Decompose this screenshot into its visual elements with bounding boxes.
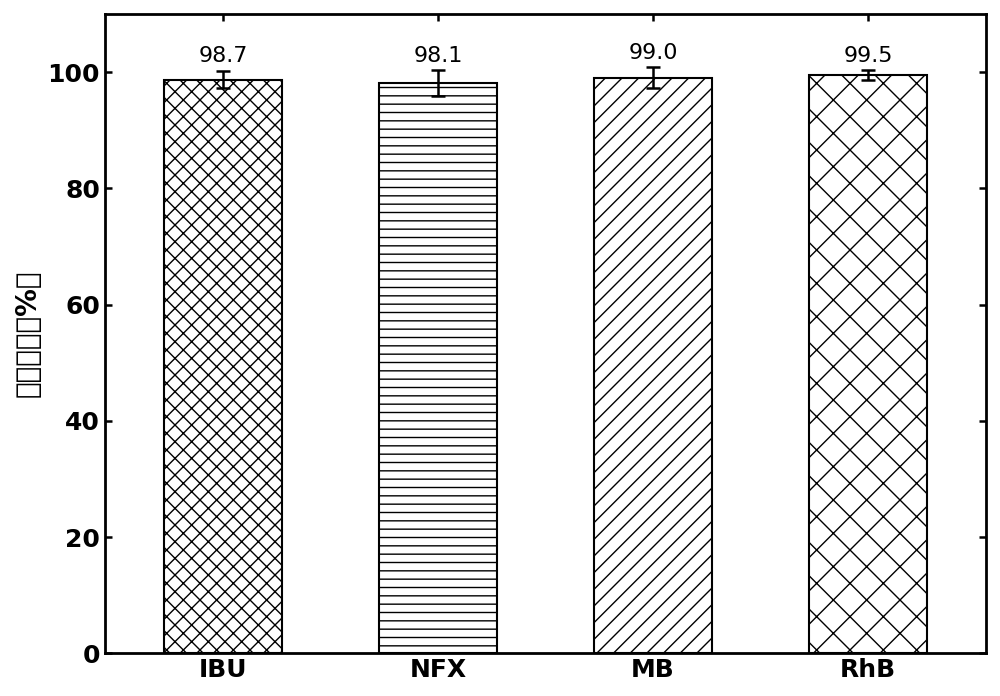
Bar bbox=[809, 75, 927, 654]
Y-axis label: 降解效率（%）: 降解效率（%） bbox=[14, 270, 42, 397]
Text: 99.5: 99.5 bbox=[843, 46, 893, 65]
Bar bbox=[594, 78, 712, 654]
Text: 99.0: 99.0 bbox=[628, 42, 678, 63]
Bar bbox=[379, 83, 497, 654]
Text: 98.7: 98.7 bbox=[198, 46, 248, 66]
Text: 98.1: 98.1 bbox=[413, 46, 463, 65]
Bar bbox=[164, 79, 282, 654]
